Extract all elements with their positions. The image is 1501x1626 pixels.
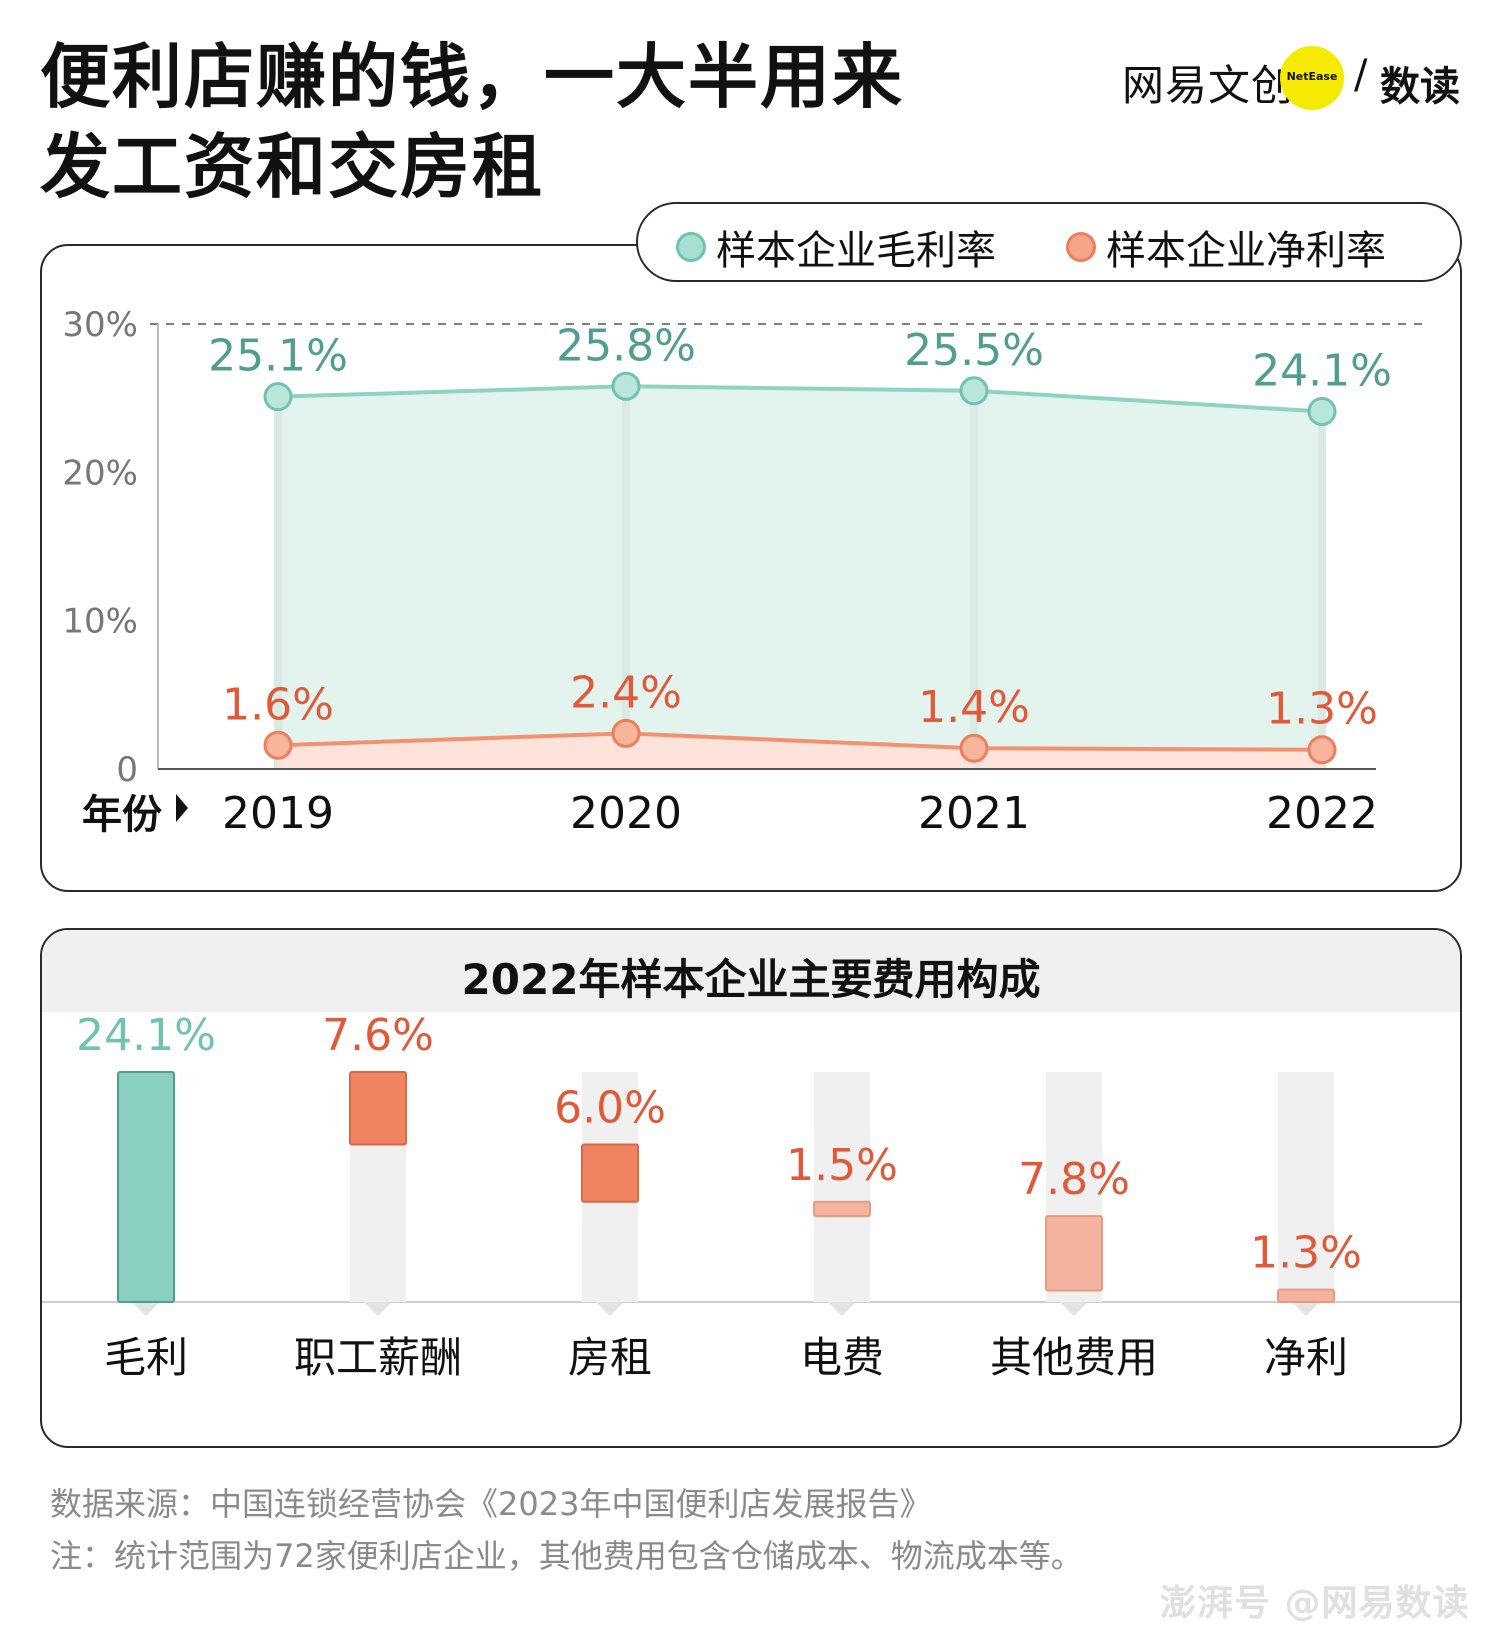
- bar-category-label: 其他费用: [990, 1333, 1158, 1382]
- net-data-label: 1.6%: [222, 679, 334, 730]
- net-point: [959, 733, 989, 763]
- bar-category-label: 职工薪酬: [294, 1333, 462, 1382]
- bar: [1045, 1215, 1103, 1292]
- legend-item-net: 样本企业净利率: [1066, 218, 1386, 276]
- bar-track: [814, 1072, 870, 1302]
- net-data-label: 1.3%: [1266, 684, 1378, 735]
- bar: [581, 1143, 639, 1203]
- bar-data-label: 1.5%: [786, 1140, 898, 1191]
- brand-dot-icon: [1280, 46, 1344, 110]
- brand-name: 网易文创: [1122, 61, 1295, 110]
- bar-pointer-icon: [596, 1302, 624, 1316]
- bar-pointer-icon: [132, 1302, 160, 1316]
- gross-line: [277, 384, 1323, 414]
- x-tick-label: 2019: [222, 788, 334, 839]
- bar-category-label: 房租: [568, 1333, 652, 1382]
- bar-pointer-icon: [364, 1302, 392, 1316]
- gross-data-label: 25.8%: [556, 320, 696, 371]
- legend-swatch-net: [1066, 232, 1096, 262]
- net-data-label: 1.4%: [918, 682, 1030, 733]
- bar-data-label: 7.6%: [322, 1010, 434, 1061]
- gross-point: [611, 371, 641, 401]
- title-line-2: 发工资和交房租: [40, 126, 544, 208]
- legend-item-gross: 样本企业毛利率: [676, 218, 996, 276]
- bar-track: [1278, 1072, 1334, 1302]
- bar: [349, 1071, 407, 1146]
- legend-swatch-gross: [676, 232, 706, 262]
- gross-point: [263, 382, 293, 412]
- gross-area: [278, 386, 1322, 769]
- bar-data-label: 6.0%: [554, 1083, 666, 1134]
- bar: [1277, 1288, 1335, 1303]
- watermark: 澎湃号 @网易数读: [1160, 1583, 1470, 1624]
- x-axis-label: 年份: [82, 792, 162, 838]
- x-tick-label: 2020: [570, 788, 682, 839]
- bar-chart-header: [42, 930, 1460, 1012]
- bar: [117, 1071, 175, 1303]
- bar-pointer-icon: [828, 1302, 856, 1316]
- y-tick-label: 20%: [62, 453, 138, 493]
- bar-data-label: 7.8%: [1018, 1154, 1130, 1205]
- x-tick-label: 2022: [1266, 788, 1378, 839]
- footnote: 注：统计范围为72家便利店企业，其他费用包含仓储成本、物流成本等。: [50, 1537, 1083, 1575]
- net-line: [277, 731, 1323, 752]
- line-chart-panel: 0 10% 20% 30% 25.1% 1.6% 2019 25.8% 2.4% 2020 25.5…: [40, 244, 1462, 892]
- x-axis-arrow-icon: [176, 794, 188, 822]
- net-point: [611, 718, 641, 748]
- line-chart: 0 10% 20% 30% 25.1% 1.6% 2019 25.8% 2.4% 2020 25.5…: [62, 305, 1422, 839]
- net-point: [263, 730, 293, 760]
- gross-data-label: 24.1%: [1252, 346, 1392, 397]
- brand-en: NetEase: [1286, 70, 1338, 83]
- y-tick-label: 0: [116, 750, 138, 790]
- bar-chart-panel: 2022年样本企业主要费用构成 24.1% 毛利 7.6% 职工薪酬 6.0% 房租 1.5…: [40, 928, 1462, 1448]
- gross-data-label: 25.1%: [208, 331, 348, 382]
- bar-category-label: 电费: [800, 1333, 884, 1382]
- x-tick-label: 2021: [918, 788, 1030, 839]
- brand-slash: /: [1354, 52, 1368, 98]
- bar-data-label: 1.3%: [1250, 1228, 1362, 1279]
- notes: 数据来源：中国连锁经营协会《2023年中国便利店发展报告》 注：统计范围为72家…: [50, 1478, 1250, 1582]
- gross-point: [959, 376, 989, 406]
- title-line-1: 便利店赚的钱，一大半用来: [40, 36, 904, 118]
- data-source: 数据来源：中国连锁经营协会《2023年中国便利店发展报告》: [50, 1485, 932, 1523]
- bar: [813, 1200, 871, 1218]
- bar-pointer-icon: [1292, 1302, 1320, 1316]
- legend-label-net: 样本企业净利率: [1106, 228, 1386, 274]
- bar-data-label: 24.1%: [76, 1010, 216, 1061]
- bar-chart: 24.1% 毛利 7.6% 职工薪酬 6.0% 房租 1.5% 电费 7.8% 其他费用 1.3% 净…: [42, 1010, 1460, 1382]
- brand-logo: 网易文创 NetEase / 数读: [1118, 44, 1470, 120]
- net-point: [1307, 735, 1337, 765]
- net-data-label: 2.4%: [570, 667, 682, 718]
- net-area: [278, 733, 1322, 769]
- gross-point: [1307, 397, 1337, 427]
- legend-label-gross: 样本企业毛利率: [716, 228, 996, 274]
- chart-legend: 样本企业毛利率 样本企业净利率: [636, 202, 1462, 282]
- y-tick-label: 30%: [62, 305, 138, 345]
- y-tick-label: 10%: [62, 602, 138, 642]
- bar-category-label: 毛利: [104, 1333, 188, 1382]
- brand-sub: 数读: [1380, 64, 1460, 110]
- page-title: 便利店赚的钱，一大半用来 发工资和交房租: [40, 32, 1000, 212]
- gross-data-label: 25.5%: [904, 325, 1044, 376]
- bar-chart-title: 2022年样本企业主要费用构成: [461, 955, 1041, 1004]
- bar-pointer-icon: [1060, 1302, 1088, 1316]
- bar-category-label: 净利: [1264, 1333, 1348, 1382]
